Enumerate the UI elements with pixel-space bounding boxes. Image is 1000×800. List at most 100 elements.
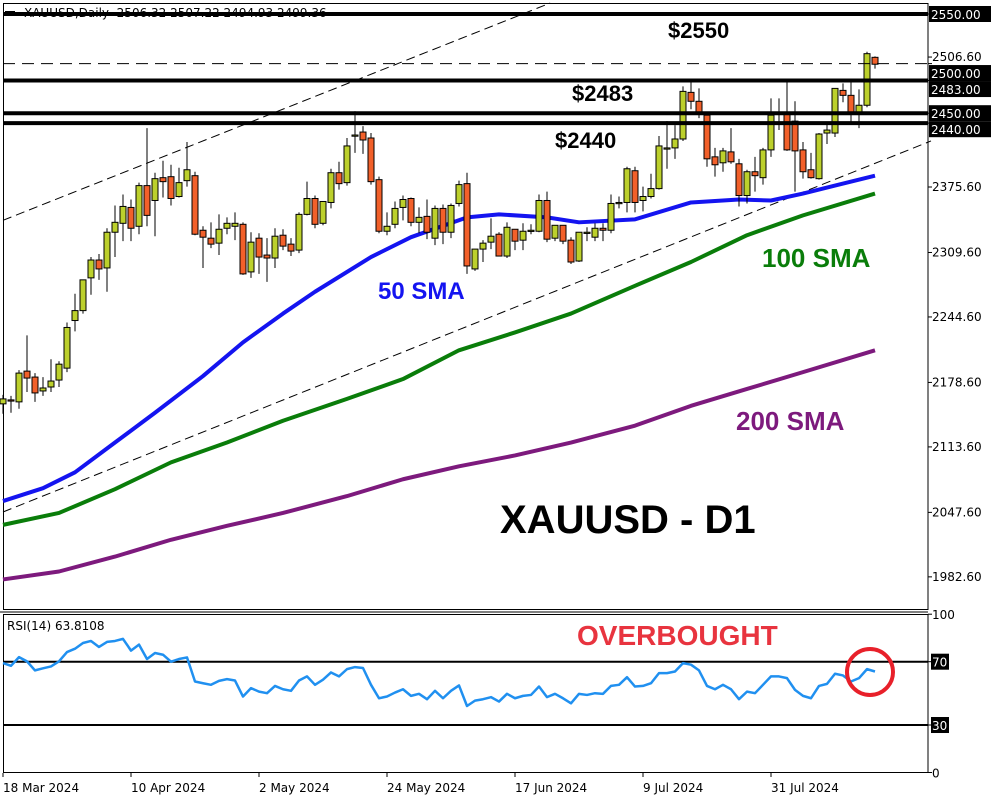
- candle-bullish: [415, 216, 423, 223]
- candle-bullish: [719, 150, 727, 164]
- candle-bullish: [759, 149, 767, 179]
- candle-bearish: [463, 183, 471, 267]
- candle-bullish: [655, 145, 663, 190]
- sma200-line: [2, 348, 876, 582]
- candle-bearish: [839, 89, 847, 96]
- candle-bullish: [591, 227, 599, 238]
- candle-bullish: [351, 134, 359, 137]
- candle-bullish: [551, 224, 559, 239]
- level-price-tag: [929, 105, 991, 122]
- candle-bullish: [479, 242, 487, 250]
- sma100-line: [2, 191, 876, 527]
- candle-bearish: [783, 113, 791, 151]
- candle-bearish: [511, 228, 519, 242]
- candle-bullish: [15, 372, 23, 403]
- candle-bullish: [47, 380, 55, 388]
- candle-bullish: [55, 363, 63, 381]
- candle-bullish: [383, 225, 391, 232]
- candle-bearish: [159, 177, 167, 183]
- price-tick-label: 2244.60: [932, 310, 982, 324]
- candle-bullish: [615, 201, 623, 205]
- candle-bullish: [79, 279, 87, 312]
- sma50-line: [2, 173, 876, 503]
- candle-bearish: [143, 185, 151, 216]
- date-tick-label: 24 May 2024: [387, 781, 465, 795]
- candle-bullish: [743, 171, 751, 197]
- candle-bullish: [0, 398, 7, 405]
- candle-bullish: [831, 87, 839, 134]
- rsi-tick-label: 100: [932, 608, 955, 622]
- level-price-label: 2500.00: [931, 67, 981, 81]
- candle-bullish: [63, 326, 71, 369]
- trendline[interactable]: [2, 140, 932, 513]
- sma50-label: 50 SMA: [378, 278, 465, 305]
- candle-bullish: [399, 198, 407, 208]
- candle-bearish: [359, 131, 367, 141]
- candle-bullish: [231, 222, 239, 227]
- candle-bullish: [639, 196, 647, 201]
- price-tick-label: 2506.60: [932, 50, 982, 64]
- candle-bearish: [847, 94, 855, 113]
- candle-bearish: [311, 198, 319, 225]
- candle-bullish: [319, 200, 327, 224]
- candle-bearish: [807, 169, 815, 179]
- candle-bullish: [215, 228, 223, 244]
- rsi-level-label: 30: [932, 719, 947, 733]
- candle-bullish: [855, 104, 863, 113]
- candle-bullish: [487, 235, 495, 243]
- candle-bearish: [711, 156, 719, 166]
- candle-bearish: [543, 199, 551, 240]
- candle-bearish: [7, 399, 15, 402]
- rsi-panel-frame: [3, 614, 929, 773]
- candle-bullish: [575, 231, 583, 262]
- candle-bullish: [303, 198, 311, 215]
- candle-bullish: [583, 231, 591, 234]
- candle-bullish: [471, 248, 479, 270]
- date-tick-label: 2 May 2024: [259, 781, 330, 795]
- chart-menu-icon[interactable]: [5, 11, 15, 15]
- price-tick-label: 2113.60: [932, 440, 982, 454]
- candle-bullish: [135, 185, 143, 227]
- level-price-tag: [929, 81, 991, 98]
- candle-bullish: [151, 178, 159, 201]
- candle-bullish: [767, 114, 775, 151]
- overbought-label: OVERBOUGHT: [577, 620, 778, 651]
- candle-bearish: [367, 137, 375, 183]
- price-tick-label: 2309.60: [932, 245, 982, 259]
- candle-bearish: [559, 224, 567, 242]
- candle-bullish: [391, 207, 399, 225]
- candle-bearish: [375, 179, 383, 232]
- level-price-label: 2483.00: [931, 83, 981, 97]
- candle-bearish: [279, 234, 287, 247]
- candle-bearish: [439, 207, 447, 233]
- overbought-highlight-circle: [845, 647, 895, 697]
- rsi-tick-label: 0: [932, 767, 940, 781]
- candle-bearish: [263, 254, 271, 259]
- candle-bearish: [127, 206, 135, 229]
- chart-header: XAUUSD,Daily 2506.32 2507.22 2494.93 249…: [24, 6, 327, 20]
- candle-bullish: [295, 213, 303, 251]
- candle-bullish: [183, 169, 191, 182]
- candle-bullish: [447, 204, 455, 233]
- date-tick-label: 10 Apr 2024: [131, 781, 205, 795]
- candle-bullish: [223, 222, 231, 229]
- candle-bearish: [791, 120, 799, 152]
- candle-bearish: [727, 151, 735, 163]
- candle-bullish: [455, 184, 463, 204]
- candle-bearish: [207, 237, 215, 245]
- candle-bearish: [495, 233, 503, 257]
- level-price-tag: [929, 121, 991, 138]
- level-price-tag: [929, 65, 991, 82]
- candle-bearish: [407, 198, 415, 223]
- candle-bearish: [423, 215, 431, 233]
- level-price-tag: [929, 5, 991, 22]
- candle-bearish: [687, 91, 695, 102]
- candle-bullish: [519, 230, 527, 241]
- candle-bullish: [607, 202, 615, 231]
- candle-bullish: [327, 172, 335, 203]
- candle-bearish: [799, 149, 807, 173]
- date-tick-label: 17 Jun 2024: [515, 781, 587, 795]
- date-tick-label: 18 Mar 2024: [3, 781, 79, 795]
